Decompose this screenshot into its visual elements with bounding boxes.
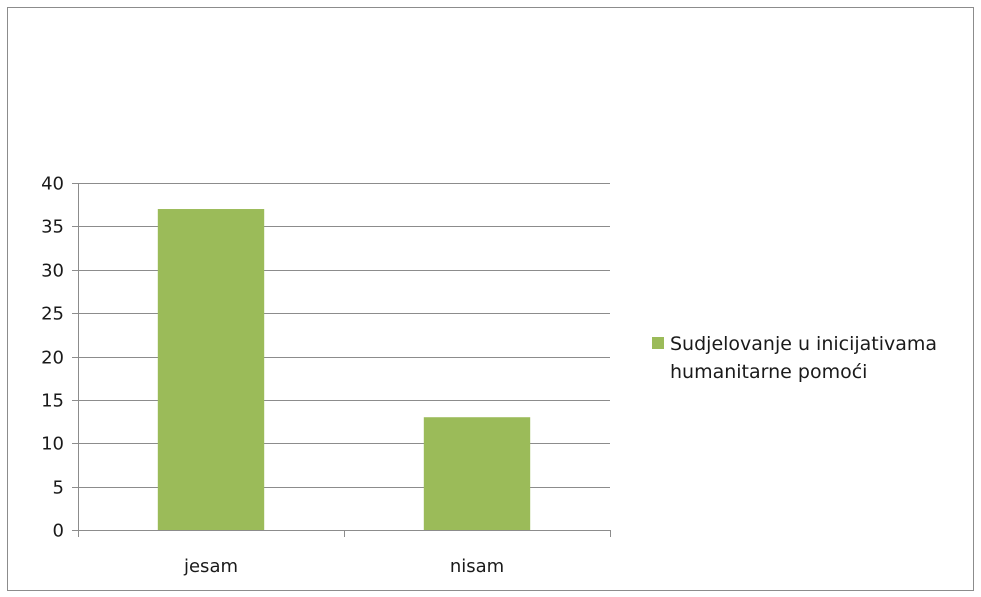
- y-tick-label: 30: [41, 261, 64, 282]
- y-tick-label: 10: [41, 434, 64, 455]
- bar-jesam: [157, 209, 265, 530]
- legend-swatch: [652, 337, 664, 349]
- y-tick-label: 25: [41, 304, 64, 325]
- y-tick-label: 20: [41, 348, 64, 369]
- y-tick-label: 0: [53, 521, 64, 542]
- y-tick-label: 40: [41, 174, 64, 195]
- y-tick-label: 5: [53, 478, 64, 499]
- axes: [72, 183, 611, 537]
- legend-label: Sudjelovanje u inicijativama humanitarne…: [670, 333, 938, 383]
- legend: Sudjelovanje u inicijativama humanitarne…: [652, 330, 972, 386]
- x-tick-label: jesam: [183, 556, 238, 577]
- y-tick-label: 35: [41, 217, 64, 238]
- tick-labels: 0 5 10 15 20 25 30 35 40 jesam nisam: [41, 174, 504, 578]
- bar-nisam: [423, 417, 531, 530]
- y-tick-label: 15: [41, 391, 64, 412]
- bars: [157, 209, 531, 530]
- x-tick-label: nisam: [450, 556, 504, 577]
